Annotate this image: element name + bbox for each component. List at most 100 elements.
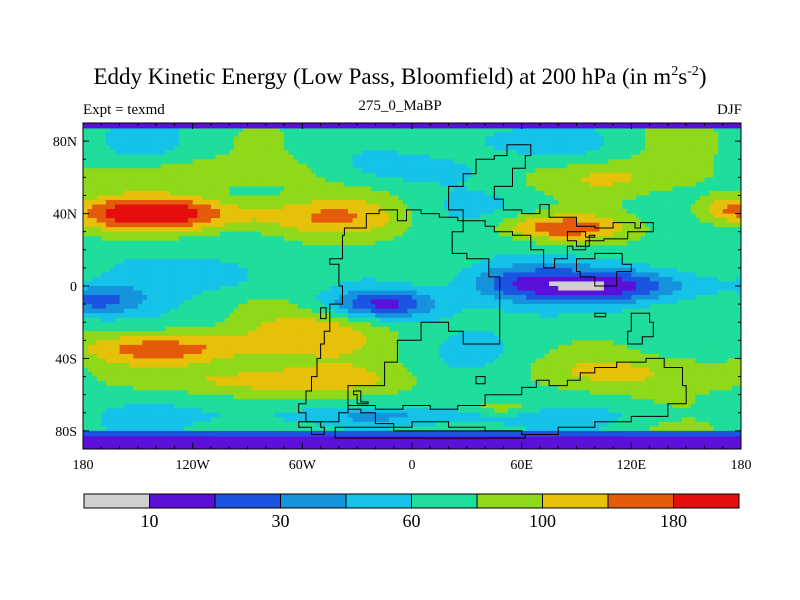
field-cell [709, 240, 715, 246]
field-cell [613, 249, 619, 255]
field-cell [412, 218, 418, 224]
field-cell [165, 213, 171, 219]
field-cell [302, 209, 308, 215]
field-cell [571, 272, 578, 278]
field-cell [407, 231, 413, 237]
field-cell [233, 127, 239, 133]
field-cell [731, 195, 738, 201]
field-cell [667, 254, 674, 260]
field-cell [329, 132, 335, 138]
field-cell [434, 145, 441, 151]
field-cell [146, 190, 153, 197]
field-cell [686, 136, 692, 142]
field-cell [389, 145, 395, 151]
field-cell [617, 209, 623, 215]
field-cell [233, 199, 239, 206]
field-cell [713, 127, 719, 133]
field-cell [562, 254, 568, 260]
field-cell [137, 204, 144, 210]
field-cell [640, 272, 646, 278]
field-cell [279, 127, 285, 133]
field-cell [201, 258, 207, 264]
field-cell [699, 245, 706, 251]
field-cell [690, 195, 696, 201]
field-cell [535, 245, 541, 251]
field-cell [83, 245, 89, 251]
field-cell [274, 163, 281, 169]
field-cell [416, 249, 422, 255]
field-cell [462, 195, 468, 201]
field-cell [96, 186, 102, 192]
field-cell [220, 181, 226, 187]
field-cell [416, 227, 422, 233]
field-cell [640, 227, 646, 233]
field-cell [119, 172, 125, 178]
field-cell [585, 150, 591, 156]
field-cell [430, 258, 436, 264]
field-cell [672, 199, 678, 206]
field-cell [151, 240, 157, 246]
field-cell [466, 258, 473, 264]
field-cell [389, 163, 395, 169]
field-cell [375, 199, 381, 206]
field-cell [352, 168, 358, 174]
field-cell [667, 249, 674, 255]
field-cell [101, 181, 107, 187]
field-cell [174, 159, 180, 165]
field-cell [635, 127, 642, 133]
field-cell [553, 218, 559, 224]
field-cell [443, 236, 450, 242]
field-cell [83, 267, 89, 274]
field-cell [544, 199, 550, 206]
field-cell [608, 199, 614, 206]
field-cell [229, 195, 235, 201]
field-cell [453, 195, 459, 201]
field-cell [325, 145, 331, 151]
field-cell [293, 127, 299, 133]
field-cell [667, 218, 674, 224]
field-cell [83, 159, 89, 165]
field-cell [83, 204, 89, 210]
field-cell [188, 172, 194, 178]
field-cell [736, 154, 741, 160]
field-cell [649, 236, 655, 242]
field-cell [316, 136, 322, 142]
field-cell [238, 127, 244, 133]
field-cell [581, 190, 587, 197]
field-cell [553, 181, 559, 187]
field-cell [261, 168, 267, 174]
field-cell [297, 267, 303, 274]
field-cell [325, 209, 331, 215]
field-cell [361, 276, 367, 283]
field-cell [192, 132, 198, 138]
field-cell [192, 172, 198, 178]
field-cell [348, 222, 354, 228]
field-cell [206, 222, 212, 228]
field-cell [366, 145, 372, 151]
field-cell [114, 145, 121, 151]
field-cell [471, 263, 477, 269]
field-cell [284, 186, 290, 192]
field-cell [366, 245, 372, 251]
field-cell [603, 267, 610, 274]
field-cell [731, 227, 738, 233]
field-cell [567, 227, 573, 233]
field-cell [197, 154, 203, 160]
field-cell [736, 159, 741, 165]
field-cell [585, 168, 591, 174]
field-cell [380, 272, 386, 278]
field-cell [306, 195, 313, 201]
field-cell [690, 245, 696, 251]
field-cell [87, 132, 93, 138]
field-cell [124, 236, 130, 242]
field-cell [690, 145, 696, 151]
field-cell [526, 168, 532, 174]
field-cell [672, 177, 678, 183]
field-cell [567, 168, 573, 174]
field-cell [334, 272, 340, 278]
field-cell [357, 190, 363, 197]
field-cell [114, 272, 121, 278]
field-cell [160, 132, 166, 138]
field-cell [631, 240, 637, 246]
field-cell [274, 181, 281, 187]
